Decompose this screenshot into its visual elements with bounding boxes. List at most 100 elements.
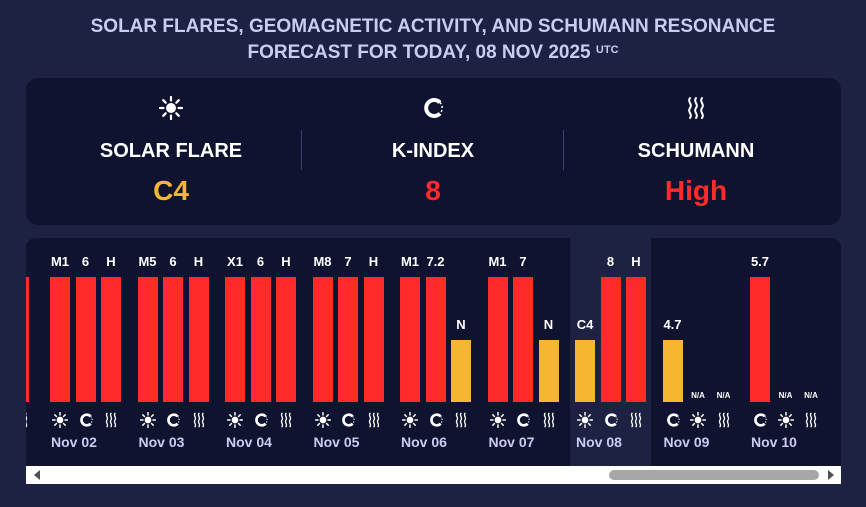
waves-icon [191,412,207,428]
bar-label: H [106,254,116,269]
date-label: Nov 10 [751,434,797,450]
title-timezone: UTC [595,44,619,56]
bar-label: N [456,317,466,332]
summary-label: SCHUMANN [637,140,755,162]
chart-bar[interactable] [451,340,471,402]
chart-bar[interactable] [425,277,446,402]
bar-label: H [26,254,34,269]
chart-bar[interactable] [101,277,121,402]
chart-bar[interactable] [26,277,29,402]
date-label: Nov 05 [313,434,360,450]
summary-k-index: K-INDEX 8 [298,78,568,225]
magnet-icon [752,412,768,428]
bar-label: 5.7 [750,254,770,269]
sun-icon [777,412,794,428]
date-label: Nov 04 [226,434,272,450]
waves-icon [453,412,469,428]
sun-icon [489,412,506,428]
title-date: FORECAST FOR TODAY, 08 NOV 2025 [247,42,591,63]
scrollbar-thumb[interactable] [609,470,819,480]
magnet-icon [603,412,619,428]
chart-bar[interactable] [163,277,183,402]
date-label: Nov 08 [576,434,622,450]
sun-icon [52,412,68,428]
bar-label: 4.7 [663,317,682,332]
bar-label-na: N/A [691,391,705,400]
chart-bar[interactable] [276,277,296,402]
chart-bar[interactable] [575,340,595,402]
waves-icon [278,412,294,428]
chart-bar[interactable] [662,340,683,402]
magnet-icon [78,412,94,428]
magnet-icon [515,412,531,428]
magnet-icon [340,412,356,428]
magnet-icon [298,96,568,120]
summary-solar-flare: SOLAR FLARE C4 [36,78,306,225]
chart-bar[interactable] [75,277,96,402]
divider [563,130,564,170]
bar-label-na: N/A [804,391,818,400]
bar-label: C4 [576,317,594,332]
bar-label: 6 [81,254,90,269]
today-summary: SOLAR FLARE C4 K-INDEX 8 SCHUMANN High [26,78,841,225]
chart-bar[interactable] [50,277,70,402]
chart-bar[interactable] [363,277,384,402]
chart-bar[interactable] [626,277,646,402]
magnet-icon [665,412,681,428]
waves-icon [803,412,819,428]
scroll-left-icon[interactable] [32,470,42,480]
title-line-1: SOLAR FLARES, GEOMAGNETIC ACTIVITY, AND … [90,16,776,37]
chart-bar[interactable] [137,277,158,402]
chart-bar[interactable] [188,277,209,402]
horizontal-scrollbar[interactable] [26,466,841,484]
waves-icon [366,412,382,428]
summary-schumann: SCHUMANN High [561,78,831,225]
divider [301,130,302,170]
bar-label: N [543,317,554,332]
sun-icon [314,412,331,428]
sun-icon [139,412,156,428]
chart-bar[interactable] [312,277,333,402]
bar-label: H [631,254,641,269]
waves-icon [103,412,119,428]
summary-label: K-INDEX [391,140,475,162]
chart-bar[interactable] [338,277,358,402]
sun-icon [227,412,243,428]
date-label: Nov 06 [401,434,447,450]
chart-bar[interactable] [250,277,271,402]
summary-value: C4 [153,175,189,206]
waves-icon [561,96,831,120]
bar-label: X1 [227,254,243,269]
page-title: SOLAR FLARES, GEOMAGNETIC ACTIVITY, AND … [0,14,866,66]
sun-icon [577,412,593,428]
bar-label: 7 [519,254,527,269]
chart-bar[interactable] [538,340,559,402]
magnet-icon [253,412,269,428]
bar-label: M8 [313,254,332,269]
waves-icon [628,412,644,428]
date-label: Nov 09 [663,434,710,450]
bar-label: 6 [169,254,177,269]
bar-label: H [368,254,379,269]
chart-bar[interactable] [487,277,508,402]
date-label: Nov 07 [488,434,535,450]
chart-bar[interactable] [600,277,621,402]
bar-label: M1 [488,254,507,269]
bar-label: 7 [344,254,352,269]
summary-value: High [664,175,728,206]
chart-bar[interactable] [225,277,245,402]
magnet-icon [428,412,444,428]
chart-bar[interactable] [750,277,770,402]
sun-icon [402,412,418,428]
bar-label: H [193,254,204,269]
bar-label: 6 [256,254,265,269]
chart-bar[interactable] [400,277,420,402]
scroll-right-icon[interactable] [826,470,836,480]
magnet-icon [165,412,181,428]
sun-icon [690,412,706,428]
forecast-chart: H M1 6 H Nov 02 M5 6 H Nov 03 X1 6 H Nov 04 M8 7 H Nov 0… [26,238,841,484]
sun-icon [36,96,306,120]
bar-label: M1 [400,254,420,269]
bar-label: H [281,254,291,269]
chart-bar[interactable] [513,277,533,402]
